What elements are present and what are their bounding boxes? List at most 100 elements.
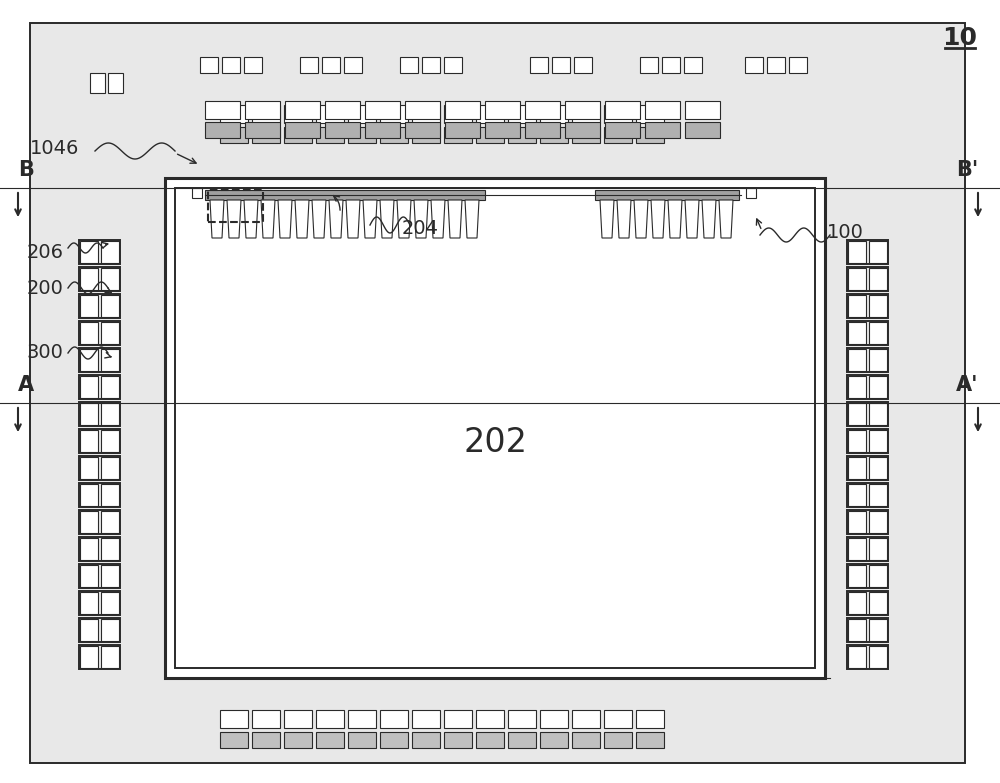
Bar [789,57,807,73]
Text: 100: 100 [827,223,863,243]
Bar [80,322,98,344]
Bar [869,403,887,425]
Polygon shape [346,200,360,238]
Bar [412,732,440,748]
Bar [848,538,866,560]
Bar [79,618,120,642]
Bar [847,429,888,453]
Bar [80,268,98,290]
Polygon shape [600,200,614,238]
Bar [80,295,98,317]
Bar [640,57,658,73]
Bar [847,294,888,318]
Bar [245,122,280,138]
Polygon shape [210,200,224,238]
Bar [525,122,560,138]
Bar [685,101,720,119]
Bar [80,349,98,371]
Bar [101,538,119,560]
Bar [220,732,248,748]
Bar [848,646,866,668]
Bar [252,710,280,728]
Bar [316,710,344,728]
Bar [79,564,120,588]
Bar [745,57,763,73]
Bar [848,430,866,452]
Bar [847,564,888,588]
Bar [662,57,680,73]
Bar [348,732,376,748]
Bar [848,619,866,641]
Bar [412,710,440,728]
Bar [79,456,120,480]
Bar [565,122,600,138]
Bar [222,57,240,73]
Bar [101,403,119,425]
Bar [80,430,98,452]
Bar [348,105,376,123]
Polygon shape [380,200,394,238]
Bar [572,105,600,123]
Bar [869,511,887,533]
Bar [476,710,504,728]
Bar [344,57,362,73]
Bar [80,457,98,479]
Bar [574,57,592,73]
Bar [200,57,218,73]
Bar [869,646,887,668]
Text: 206: 206 [26,244,64,262]
Bar [848,457,866,479]
Bar [322,57,340,73]
Bar [636,127,664,143]
Bar [508,732,536,748]
Bar [444,710,472,728]
Bar [175,188,815,668]
Bar [205,122,240,138]
Bar [604,710,632,728]
Polygon shape [651,200,665,238]
Bar [80,403,98,425]
Polygon shape [397,200,411,238]
Bar [101,349,119,371]
Polygon shape [634,200,648,238]
Bar [485,122,520,138]
Bar [285,101,320,119]
Bar [595,190,739,200]
Bar [101,511,119,533]
Polygon shape [465,200,479,238]
Bar [90,73,105,93]
Bar [565,101,600,119]
Bar [869,538,887,560]
Bar [220,127,248,143]
Polygon shape [363,200,377,238]
Bar [284,710,312,728]
Bar [869,376,887,398]
Bar [79,645,120,669]
Bar [847,321,888,345]
Bar [79,537,120,561]
Bar [848,403,866,425]
Bar [508,127,536,143]
Bar [101,241,119,263]
Bar [80,646,98,668]
Bar [79,240,120,264]
Bar [848,241,866,263]
Bar [252,127,280,143]
Bar [405,122,440,138]
Bar [848,322,866,344]
Bar [101,619,119,641]
Polygon shape [702,200,716,238]
Bar [101,376,119,398]
Bar [847,537,888,561]
Bar [412,127,440,143]
Bar [605,122,640,138]
Bar [101,430,119,452]
Bar [684,57,702,73]
Polygon shape [719,200,733,238]
Bar [79,591,120,615]
Bar [604,127,632,143]
Bar [80,511,98,533]
Text: 300: 300 [27,344,63,363]
Bar [869,295,887,317]
Text: 200: 200 [27,279,63,298]
